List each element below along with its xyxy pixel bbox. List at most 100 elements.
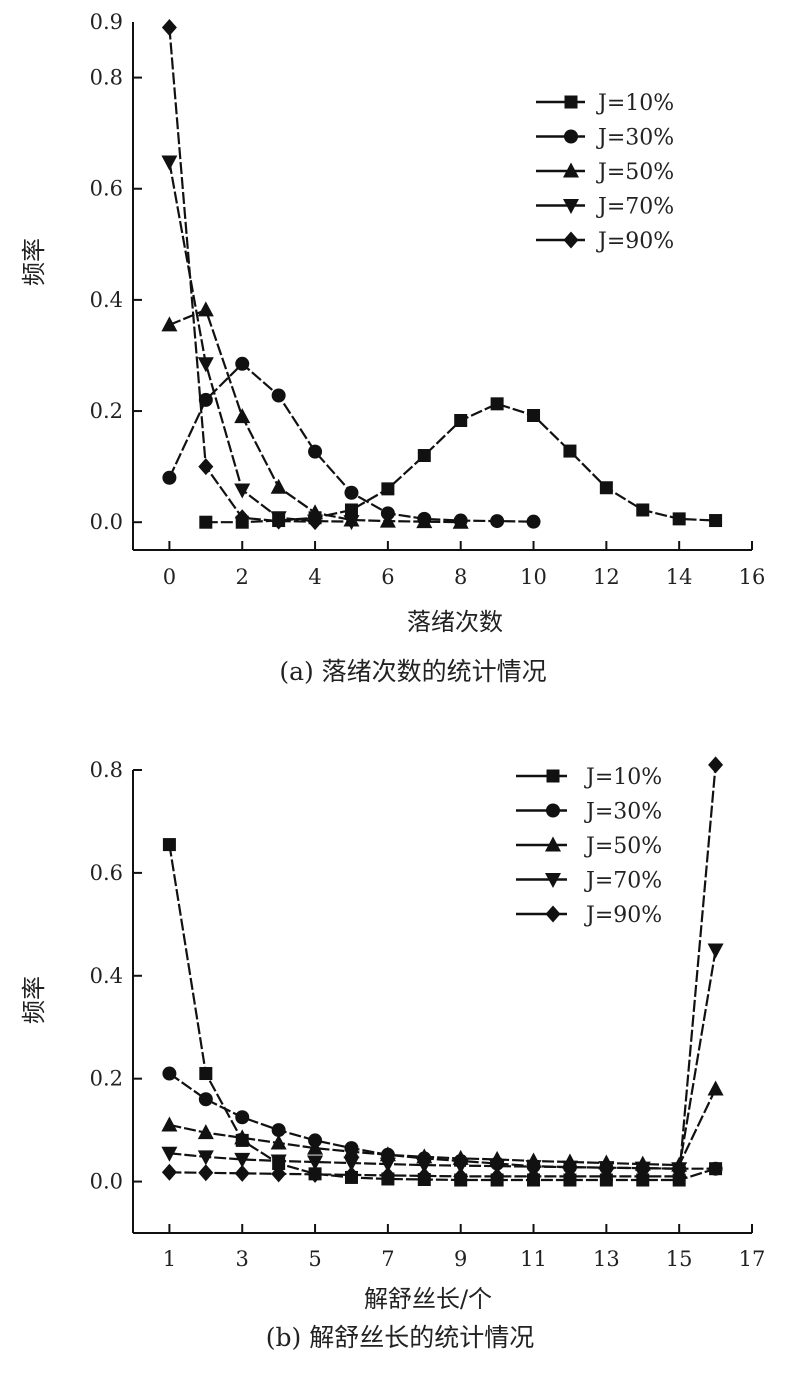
chart-a-data-point xyxy=(197,357,214,373)
chart-a-x-tick-label: 12 xyxy=(593,565,620,589)
chart-a-data-point xyxy=(672,512,686,526)
chart-a-data-point xyxy=(161,155,178,171)
chart-a-data-point xyxy=(636,503,650,517)
chart-a-data-point xyxy=(527,408,541,422)
chart-b-data-point xyxy=(343,1143,360,1159)
chart-a-series-3 xyxy=(161,301,469,529)
chart-b-data-point xyxy=(270,1154,287,1170)
chart-a-y-tick-label: 0.9 xyxy=(90,10,123,34)
chart-b-data-point xyxy=(416,1167,432,1185)
chart-a-legend-entry: J=70% xyxy=(596,195,674,220)
chart-b-data-point xyxy=(161,1163,177,1181)
chart-b-data-point xyxy=(235,1110,250,1125)
chart-a-series-4 xyxy=(161,155,360,531)
chart-a-data-point xyxy=(161,19,177,37)
chart-a-data-point xyxy=(198,458,214,476)
chart-b-series-line xyxy=(168,1072,716,1170)
chart-a-y-tick-label: 0.0 xyxy=(90,510,123,534)
chart-a-data-point xyxy=(234,509,250,527)
chart-b-legend-entry: J=90% xyxy=(584,903,662,928)
chart-a-data-point xyxy=(307,513,323,531)
chart-a: 0 2 4 6 8 10 12 14 16 0.0 0.2 0.4 0.6 0.8 0.9 J=10% J=30… xyxy=(20,10,765,686)
chart-a-data-point xyxy=(162,470,177,485)
chart-b-data-point xyxy=(162,838,176,852)
chart-b-data-point xyxy=(197,1124,214,1140)
chart-a-x-tick-label: 8 xyxy=(454,565,467,589)
chart-a-series-line xyxy=(168,27,316,523)
chart-b-y-axis-label: 频率 xyxy=(20,976,48,1024)
chart-b-legend-marker xyxy=(545,905,561,923)
chart-b-data-point xyxy=(525,1160,542,1176)
chart-b-x-tick-label: 7 xyxy=(381,1247,394,1271)
chart-b-y-tick-label: 0.8 xyxy=(90,758,123,782)
chart-a-legend: J=10% J=30% J=50% J=70% J=90% xyxy=(536,91,674,254)
chart-a-data-point xyxy=(161,316,178,332)
chart-b-data-point xyxy=(379,1146,396,1162)
chart-a-legend-marker xyxy=(563,162,579,178)
chart-b-data-point xyxy=(234,1152,251,1168)
chart-b-series-5 xyxy=(161,756,724,1185)
chart-a-data-point xyxy=(416,513,433,529)
chart-a-x-axis-label: 落绪次数 xyxy=(407,608,503,636)
chart-a-data-point xyxy=(454,414,468,428)
chart-a-legend-marker xyxy=(563,231,579,249)
chart-b-data-point xyxy=(307,1139,324,1155)
chart-b-x-tick-label: 11 xyxy=(520,1247,547,1271)
chart-b-data-point xyxy=(161,1116,178,1132)
chart-a-data-point xyxy=(599,481,613,495)
chart-b-data-point xyxy=(707,1080,724,1096)
chart-b-data-point xyxy=(562,1167,578,1185)
chart-a-data-point xyxy=(490,514,505,529)
chart-a-data-point xyxy=(417,449,431,463)
chart-a-y-tick-label: 0.4 xyxy=(90,288,123,312)
chart-b-data-point xyxy=(234,1129,251,1145)
chart-b-data-point xyxy=(343,1156,360,1172)
chart-b-data-point xyxy=(635,1167,651,1185)
chart-b-legend-entry: J=70% xyxy=(584,869,662,894)
chart-a-series-line xyxy=(168,308,461,524)
chart-a-x-tick-label: 4 xyxy=(308,565,321,589)
chart-b-data-point xyxy=(270,1134,287,1150)
chart-a-data-point xyxy=(270,478,287,494)
chart-a-legend-marker xyxy=(564,95,578,109)
chart-b-legend-entry: J=50% xyxy=(584,834,662,859)
chart-b-data-point xyxy=(671,1167,687,1185)
chart-b-caption: (b) 解舒丝长的统计情况 xyxy=(266,1323,534,1352)
chart-b-legend-marker xyxy=(545,873,561,888)
chart-b-data-point xyxy=(708,1161,723,1176)
chart-b-y-tick-label: 0.4 xyxy=(90,964,123,988)
chart-b-legend-marker xyxy=(545,836,561,852)
chart-a-caption: (a) 落绪次数的统计情况 xyxy=(279,657,546,686)
chart-a-data-point xyxy=(709,514,723,528)
chart-b-data-point xyxy=(343,1166,359,1184)
chart-b-data-point xyxy=(526,1167,542,1185)
chart-a-data-point xyxy=(271,388,286,403)
chart-a-x-tick-label: 2 xyxy=(236,565,249,589)
chart-a-legend-marker xyxy=(564,129,578,144)
chart-b-series-line xyxy=(169,764,717,1178)
chart-b-data-point xyxy=(380,1166,396,1184)
chart-b-data-point xyxy=(271,1165,287,1183)
chart-b-legend-marker xyxy=(546,803,560,818)
chart-a-x-tick-label: 14 xyxy=(666,565,693,589)
chart-b-data-point xyxy=(271,1123,286,1138)
chart-b-legend: J=10% J=30% J=50% J=70% J=90% xyxy=(516,765,662,928)
chart-a-y-tick-label: 0.8 xyxy=(90,66,123,90)
chart-a-data-point xyxy=(452,513,469,529)
chart-a-data-point xyxy=(490,397,504,411)
chart-a-data-point xyxy=(271,512,287,530)
chart-a-data-point xyxy=(344,503,358,517)
chart-b-data-point xyxy=(162,1066,177,1081)
chart-b-data-point xyxy=(453,1167,469,1185)
chart-b-data-point xyxy=(234,1164,250,1182)
chart-a-x-tick-label: 16 xyxy=(739,565,766,589)
chart-a-data-point xyxy=(308,444,323,459)
chart-a-y-axis-label: 频率 xyxy=(20,238,48,286)
chart-a-x-tick-label: 10 xyxy=(520,565,547,589)
chart-b-y-tick-label: 0.6 xyxy=(90,861,123,885)
chart-b-series-line xyxy=(169,949,717,1170)
chart-b-data-point xyxy=(307,1165,323,1183)
chart-b-series-4 xyxy=(161,943,724,1178)
chart-b-y-tick-label: 0.0 xyxy=(90,1170,123,1194)
